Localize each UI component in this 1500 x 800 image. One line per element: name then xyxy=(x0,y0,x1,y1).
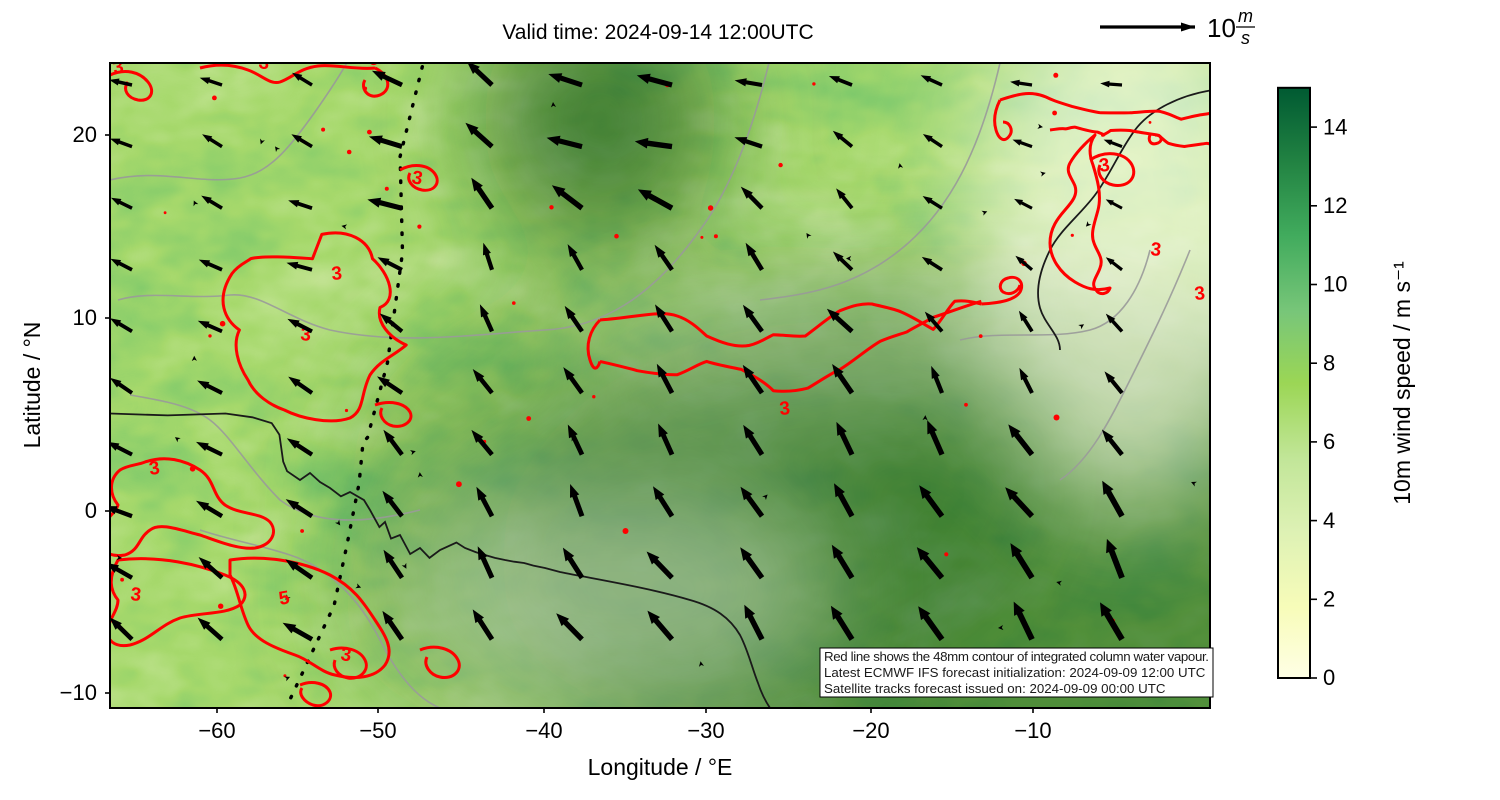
svg-text:20: 20 xyxy=(73,122,97,147)
svg-text:3: 3 xyxy=(779,398,791,420)
svg-text:−20: −20 xyxy=(852,718,889,743)
svg-text:10: 10 xyxy=(1323,272,1347,297)
svg-text:Longitude / °E: Longitude / °E xyxy=(588,754,733,780)
svg-text:−40: −40 xyxy=(525,718,562,743)
svg-text:−10: −10 xyxy=(60,680,97,705)
svg-text:s: s xyxy=(1241,28,1250,48)
svg-text:−50: −50 xyxy=(359,718,396,743)
svg-text:−60: −60 xyxy=(198,718,235,743)
svg-text:14: 14 xyxy=(1323,114,1347,139)
svg-text:Red line shows the 48mm contou: Red line shows the 48mm contour of integ… xyxy=(824,649,1209,664)
svg-text:2: 2 xyxy=(1323,587,1335,612)
svg-text:10m wind speed / m s⁻¹: 10m wind speed / m s⁻¹ xyxy=(1389,261,1415,505)
svg-text:3: 3 xyxy=(331,263,343,285)
svg-text:m: m xyxy=(1238,6,1253,26)
svg-text:10: 10 xyxy=(1207,13,1236,43)
svg-text:−10: −10 xyxy=(1014,718,1051,743)
svg-text:3: 3 xyxy=(1194,283,1206,305)
svg-text:3: 3 xyxy=(111,56,125,79)
svg-text:6: 6 xyxy=(1323,429,1335,454)
svg-text:Latest ECMWF IFS forecast init: Latest ECMWF IFS forecast initialization… xyxy=(824,665,1206,680)
svg-text:3: 3 xyxy=(1149,239,1162,261)
svg-text:12: 12 xyxy=(1323,193,1347,218)
svg-text:8: 8 xyxy=(1323,350,1335,375)
svg-text:3: 3 xyxy=(129,584,142,606)
svg-text:Latitude / °N: Latitude / °N xyxy=(19,322,45,449)
svg-text:10: 10 xyxy=(73,305,97,330)
svg-text:Valid time: 2024-09-14 12:00UT: Valid time: 2024-09-14 12:00UTC xyxy=(502,21,813,44)
svg-text:4: 4 xyxy=(1323,508,1335,533)
svg-text:0: 0 xyxy=(1323,665,1335,690)
svg-text:−30: −30 xyxy=(687,718,724,743)
svg-text:Satellite tracks forecast issu: Satellite tracks forecast issued on: 202… xyxy=(824,681,1166,696)
svg-text:0: 0 xyxy=(85,498,97,523)
